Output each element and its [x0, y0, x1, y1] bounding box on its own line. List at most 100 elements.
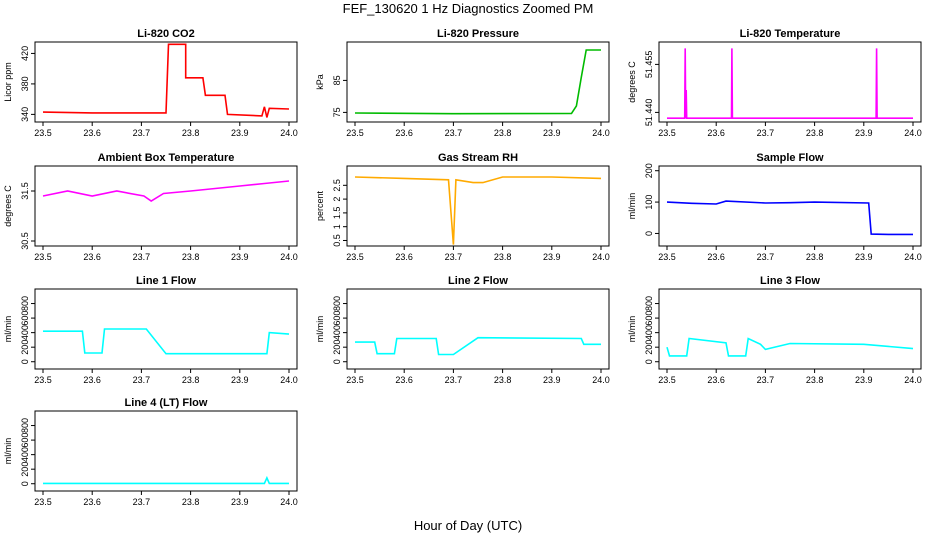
y-tick-label: 200 — [644, 340, 654, 355]
x-tick-label: 23.6 — [707, 375, 725, 385]
y-tick-label: 2.5 — [332, 179, 342, 192]
panel-title: Line 2 Flow — [448, 275, 508, 287]
x-tick-label: 23.5 — [346, 252, 364, 262]
x-axis: 23.5 23.6 23.7 23.8 23.9 24.0 — [34, 246, 298, 262]
x-tick-label: 24.0 — [280, 128, 298, 138]
panel-title: Li-820 Temperature — [740, 28, 841, 40]
x-tick-label: 23.5 — [34, 252, 52, 262]
x-tick-label: 23.5 — [658, 252, 676, 262]
y-tick-label: 400 — [20, 447, 30, 462]
panel-title: Ambient Box Temperature — [98, 152, 235, 164]
y-tick-label: 600 — [20, 433, 30, 448]
panel-title: Li-820 Pressure — [437, 28, 519, 40]
series-line — [354, 176, 602, 245]
panel-6: Sample Flow 23.5 23.6 23.7 23.8 23.9 24.0 0 100 2… — [627, 152, 922, 262]
plot-frame — [346, 165, 610, 247]
y-tick-label: 51.455 — [644, 51, 654, 79]
x-axis: 23.5 23.6 23.7 23.8 23.9 24.0 — [34, 122, 298, 138]
series-line — [42, 43, 290, 118]
y-tick-label: 800 — [20, 418, 30, 433]
y-axis-label: ml/min — [627, 316, 637, 343]
plot-frame — [34, 165, 298, 247]
x-tick-label: 23.9 — [855, 375, 873, 385]
x-tick-label: 23.6 — [83, 252, 101, 262]
x-axis: 23.5 23.6 23.7 23.8 23.9 24.0 — [658, 369, 922, 385]
x-tick-label: 24.0 — [592, 128, 610, 138]
x-tick-label: 23.6 — [83, 497, 101, 507]
y-tick-label: 0 — [332, 359, 342, 364]
x-tick-label: 23.9 — [855, 252, 873, 262]
x-tick-label: 24.0 — [904, 375, 922, 385]
x-tick-label: 23.8 — [806, 128, 824, 138]
panel-title: Line 1 Flow — [136, 275, 196, 287]
x-tick-label: 23.7 — [445, 128, 463, 138]
y-axis: 340 380 420 — [20, 46, 35, 122]
x-tick-label: 23.5 — [34, 128, 52, 138]
x-tick-label: 23.8 — [806, 375, 824, 385]
y-axis: 0 100 200 — [644, 163, 659, 236]
x-tick-label: 23.5 — [34, 497, 52, 507]
x-tick-label: 24.0 — [280, 497, 298, 507]
x-axis: 23.5 23.6 23.7 23.8 23.9 24.0 — [346, 246, 610, 262]
figure-title: FEF_130620 1 Hz Diagnostics Zoomed PM — [342, 1, 594, 16]
x-tick-label: 23.9 — [231, 497, 249, 507]
x-axis: 23.5 23.6 23.7 23.8 23.9 24.0 — [34, 369, 298, 385]
x-tick-label: 24.0 — [280, 375, 298, 385]
y-tick-label: 340 — [20, 107, 30, 122]
series-line — [42, 180, 290, 202]
y-tick-label: 380 — [20, 76, 30, 91]
panel-7: Line 1 Flow 23.5 23.6 23.7 23.8 23.9 24.0 0 2004… — [3, 275, 298, 385]
x-tick-label: 23.8 — [494, 252, 512, 262]
y-axis-label: ml/min — [3, 438, 13, 465]
x-tick-label: 23.9 — [543, 252, 561, 262]
x-tick-label: 23.7 — [133, 375, 151, 385]
x-tick-label: 23.9 — [543, 375, 561, 385]
y-axis: 75 85 — [332, 75, 347, 117]
y-tick-label: 51.440 — [644, 99, 654, 127]
y-tick-label: 2 — [332, 197, 342, 202]
x-tick-label: 23.7 — [445, 252, 463, 262]
y-tick-label: 100 — [644, 195, 654, 210]
series-line — [43, 475, 289, 485]
y-tick-label: 0 — [644, 359, 654, 364]
x-tick-label: 23.7 — [133, 128, 151, 138]
x-tick-label: 23.5 — [346, 375, 364, 385]
x-tick-label: 23.5 — [658, 375, 676, 385]
plot-frame — [658, 165, 922, 247]
y-tick-label: 420 — [20, 46, 30, 61]
panel-9: Line 3 Flow 23.5 23.6 23.7 23.8 23.9 24.0 0 2004… — [627, 275, 922, 385]
x-tick-label: 23.8 — [182, 128, 200, 138]
panel-title: Li-820 CO2 — [137, 28, 194, 40]
x-tick-label: 23.8 — [806, 252, 824, 262]
plot-frame — [34, 288, 298, 370]
x-tick-label: 23.7 — [445, 375, 463, 385]
x-tick-label: 23.6 — [83, 375, 101, 385]
y-axis: 30.5 31.5 — [20, 182, 35, 250]
y-tick-label: 800 — [644, 296, 654, 311]
x-tick-label: 23.6 — [395, 128, 413, 138]
panel-8: Line 2 Flow 23.5 23.6 23.7 23.8 23.9 24.0 0 2004… — [315, 275, 610, 385]
x-tick-label: 23.8 — [182, 375, 200, 385]
x-tick-label: 23.9 — [543, 128, 561, 138]
y-axis-label: degrees C — [3, 185, 13, 227]
y-tick-label: 75 — [332, 107, 342, 117]
series-line — [355, 336, 601, 356]
x-tick-label: 23.7 — [133, 252, 151, 262]
x-tick-label: 23.6 — [395, 252, 413, 262]
y-tick-label: 800 — [20, 296, 30, 311]
y-axis-label: ml/min — [3, 316, 13, 343]
y-tick-label: 400 — [20, 325, 30, 340]
y-tick-label: 0 — [20, 481, 30, 486]
panel-title: Line 3 Flow — [760, 275, 820, 287]
y-axis: 51.440 51.455 — [644, 51, 659, 127]
y-axis-label: kPa — [315, 74, 325, 90]
x-tick-label: 23.5 — [346, 128, 364, 138]
y-tick-label: 1.5 — [332, 207, 342, 220]
x-tick-label: 24.0 — [280, 252, 298, 262]
x-axis: 23.5 23.6 23.7 23.8 23.9 24.0 — [658, 246, 922, 262]
x-axis: 23.5 23.6 23.7 23.8 23.9 24.0 — [658, 122, 922, 138]
